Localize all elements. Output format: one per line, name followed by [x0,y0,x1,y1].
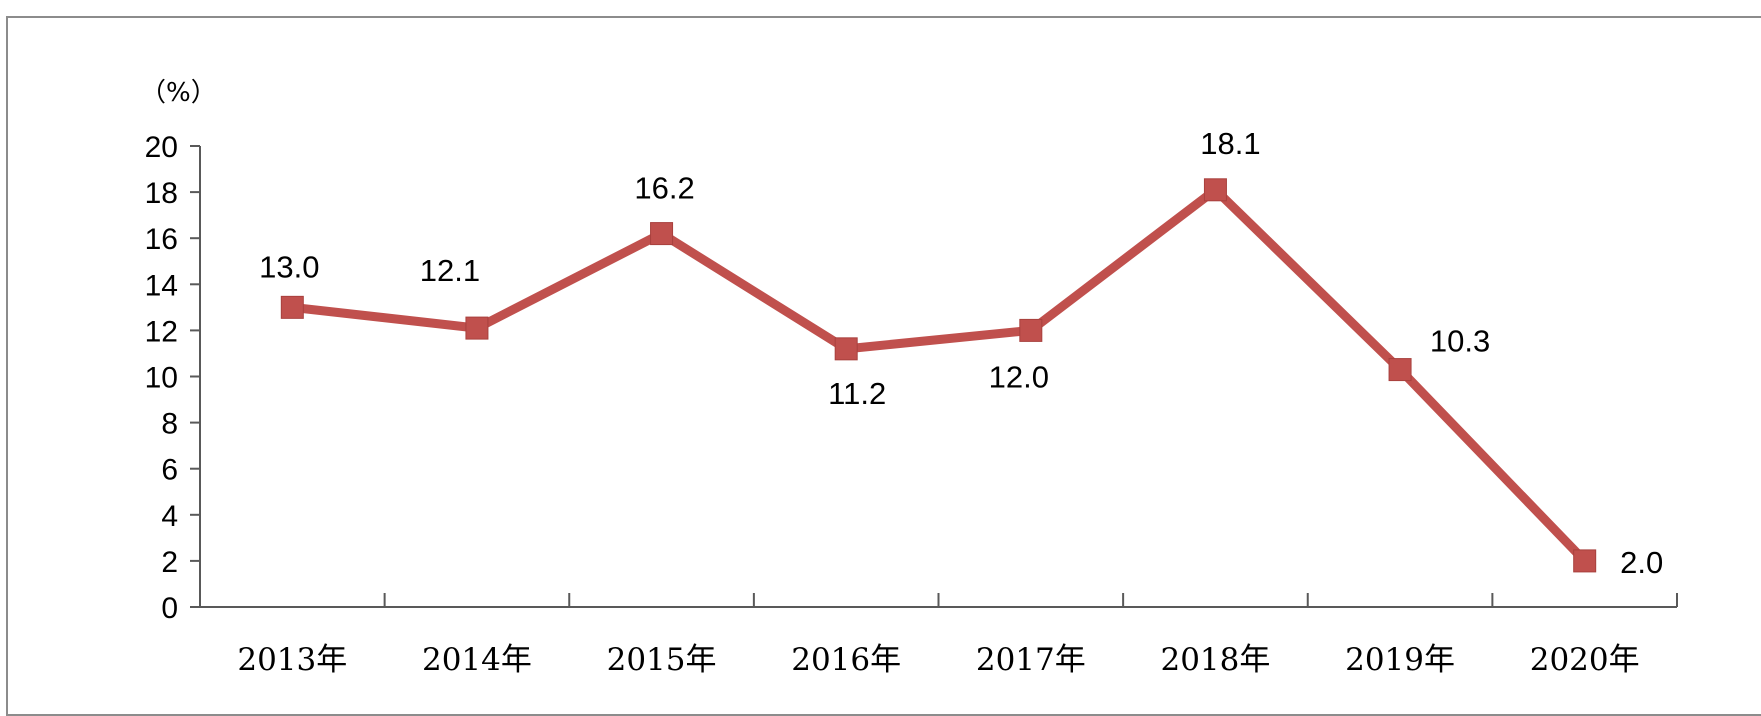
y-axis-unit-label: （%） [140,78,217,108]
data-point-marker [1388,358,1412,382]
x-category-label: 2017年 [976,642,1086,678]
chart-frame [6,16,1761,716]
data-label: 10.3 [1430,324,1490,359]
x-category-label: 2019年 [1345,642,1455,678]
data-point-marker [650,222,674,246]
x-axis-ticks: 2013年 2014年 2015年 2016年 2017年 2018年 2019年 2020年 [199,593,1678,678]
y-tick-label: 0 [161,592,178,625]
data-point-marker [1019,318,1043,342]
data-label: 13.0 [259,249,319,284]
y-tick-label: 12 [145,315,178,348]
y-tick-label: 6 [161,454,178,487]
y-tick-label: 8 [161,408,178,441]
series-line [291,183,1588,565]
y-tick-label: 14 [145,269,178,302]
data-label: 16.2 [634,171,694,206]
x-category-label: 2013年 [237,642,347,678]
x-category-label: 2014年 [422,642,532,678]
y-tick-label: 2 [161,546,178,579]
data-label: 18.1 [1200,126,1260,161]
data-point-marker [1203,178,1227,202]
data-labels: 13.0 12.1 16.2 11.2 12.0 18.1 10.3 2.0 [259,126,1663,580]
x-category-label: 2018年 [1160,642,1270,678]
data-label: 11.2 [828,376,886,411]
data-point-marker [280,295,304,319]
y-tick-label: 18 [145,177,178,210]
data-label: 2.0 [1620,545,1663,580]
y-tick-label: 4 [161,500,178,533]
data-point-marker [1573,549,1597,573]
y-tick-label: 10 [145,362,178,395]
data-series [280,178,1597,573]
axes [199,146,1677,608]
data-point-marker [834,337,858,361]
y-axis-ticks: 0 2 4 6 8 10 12 14 16 18 20 [145,131,200,625]
data-label: 12.0 [989,359,1049,394]
x-category-label: 2015年 [607,642,717,678]
x-category-label: 2016年 [791,642,901,678]
data-point-marker [465,316,489,340]
y-tick-label: 16 [145,223,178,256]
x-category-label: 2020年 [1530,642,1640,678]
data-label: 12.1 [420,253,480,288]
y-tick-label: 20 [145,131,178,164]
